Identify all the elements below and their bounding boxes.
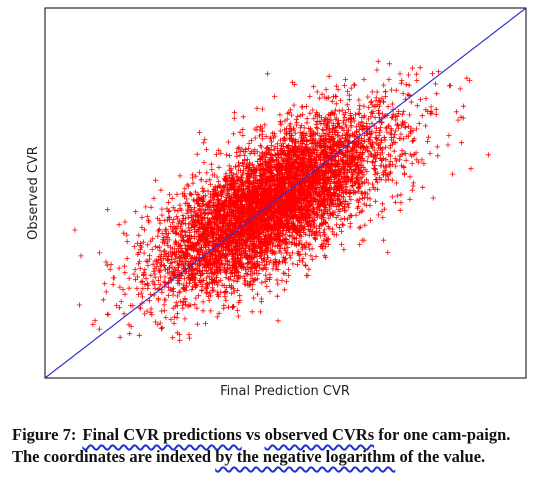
y-axis-label: Observed CVR xyxy=(26,146,41,240)
identity-reference-line xyxy=(44,7,527,379)
scatter-point-markers xyxy=(72,58,491,343)
figure-caption: Figure 7: Final CVR predictions vs obser… xyxy=(12,424,534,468)
data-points xyxy=(72,58,491,343)
caption-segment-negative-log: by the negative logarithm xyxy=(215,447,396,466)
caption-segment-vs: vs xyxy=(241,425,265,444)
figure-label: Figure 7: xyxy=(12,425,77,444)
x-axis-label: Final Prediction CVR xyxy=(220,384,350,399)
caption-segment-observed: observed CVRs xyxy=(264,425,375,444)
scatter-chart: Final Prediction CVR Observed CVR xyxy=(26,7,527,399)
caption-segment-end: of the value. xyxy=(395,447,486,466)
caption-segment-final-cvr: Final CVR predictions xyxy=(82,425,242,444)
caption-segment-campaign: for one cam-paign. The coordinates are i… xyxy=(12,425,511,466)
